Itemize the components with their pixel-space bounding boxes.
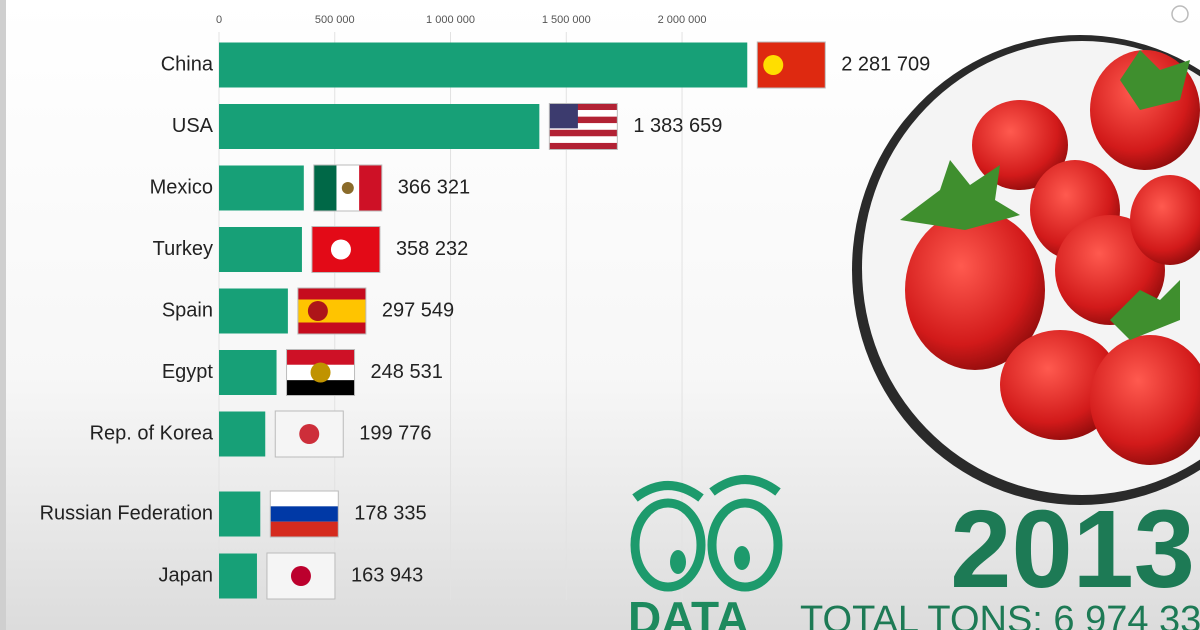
flag [297,287,367,335]
bar [219,288,288,334]
eye [630,498,706,592]
flag [269,490,339,538]
x-tick-label: 0 [216,14,222,26]
value-label: 358 232 [396,238,468,260]
flag-emblem [330,239,351,260]
bar [219,227,302,272]
value-label: 163 943 [351,564,423,586]
flag-stripe [286,380,355,396]
eye [707,498,783,592]
leaves [1110,280,1180,340]
flag-stripe [313,165,337,211]
flag [548,103,618,150]
pupil [734,546,750,570]
bar [219,411,266,457]
x-tick-label: 500 000 [315,14,355,26]
x-tick-label: 1 000 000 [426,14,475,26]
flag-emblem [290,566,311,586]
strawberry [972,100,1068,190]
flag-border [269,490,339,538]
logo-text: DATA [628,592,749,630]
category-label: Egypt [162,361,214,383]
strawberry [905,210,1045,370]
value-label: 1 383 659 [633,115,722,137]
flag-stripe [270,521,339,537]
flag-stripe [549,129,618,137]
flag-emblem [307,301,328,321]
flag [274,410,344,458]
category-label: Rep. of Korea [90,422,214,444]
x-tick-label: 1 500 000 [542,14,591,26]
value-label: 366 321 [398,176,470,198]
category-label: USA [172,115,214,137]
category-label: Russian Federation [40,502,213,524]
logo-eyes [630,475,783,592]
category-label: Turkey [153,238,213,260]
brow [632,481,704,502]
flag-border [756,41,826,89]
year: 2013 [950,488,1195,611]
pupil [670,550,686,574]
flag-border [297,287,367,335]
flag [286,349,356,396]
category-label: Mexico [150,176,213,198]
flag-border [311,226,381,273]
flag-stripe [549,123,618,130]
flag-stripe [549,142,618,150]
flag [266,552,336,600]
brow [709,475,781,496]
x-tick-label: 2 000 000 [658,14,707,26]
flag-emblem [299,424,320,444]
flag-stripe [297,322,366,334]
info-icon[interactable] [1171,5,1189,23]
flag-stripe [359,165,382,211]
category-label: Japan [159,564,214,586]
flag-border [548,103,618,150]
flag-stripe [297,288,366,300]
bar [219,104,540,149]
flag-emblem [310,362,331,383]
leaves [900,160,1020,230]
flag-stripe [270,506,339,522]
left-edge [0,0,6,630]
flag-stripe [549,103,618,111]
flag-stripe [549,136,618,143]
bar [219,42,748,88]
bar [219,553,257,599]
flag-emblem [341,182,354,194]
flag-stripe [270,491,339,507]
flag-border [286,349,356,396]
strawberry-bowl [852,35,1200,505]
value-label: 178 335 [354,502,426,524]
leaves [1120,50,1190,110]
value-label: 297 549 [382,299,454,321]
flag-stripe [549,110,618,117]
flag-border [274,410,344,458]
category-label: China [161,53,214,75]
flag-stripe [549,116,618,124]
flag-stripe [297,311,366,323]
strawberry [1130,175,1200,265]
total-tons: TOTAL TONS: 6 974 336 [800,599,1200,630]
value-label: 199 776 [359,422,431,444]
flag [311,226,381,273]
strawberry [1090,335,1200,465]
flag [313,164,383,212]
flag-stripe [286,349,355,365]
value-label: 2 281 709 [841,53,930,75]
flag-border [313,164,383,212]
bar [219,350,277,395]
value-label: 248 531 [371,361,443,383]
category-label: Spain [162,299,213,321]
bar [219,491,261,537]
flag-emblem [763,55,784,75]
flag [756,41,826,89]
flag-border [266,552,336,600]
strawberry [1000,330,1120,440]
bar [219,165,304,211]
flag-canton [549,103,578,129]
flag-stripe [297,299,366,311]
